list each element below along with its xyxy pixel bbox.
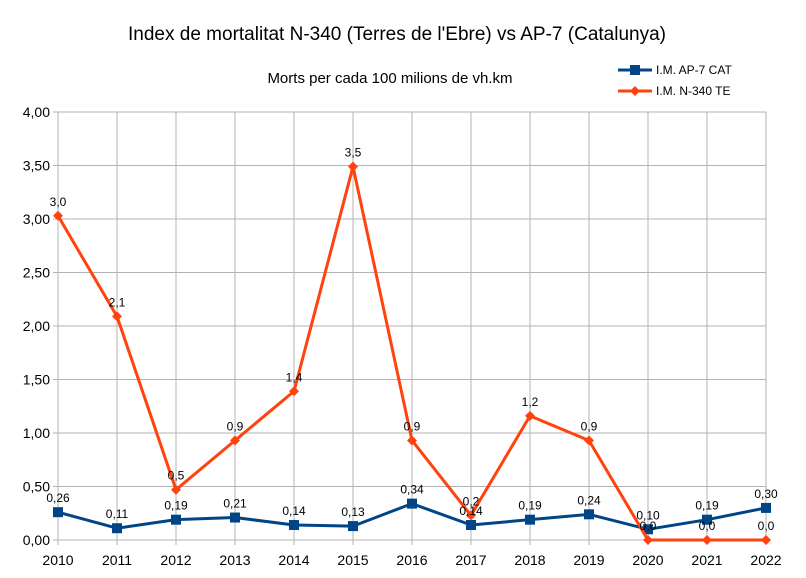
x-axis-ticks: 2010 2011 2012 2013 2014 2015 2016 2017 2018 2019… xyxy=(42,540,782,568)
y-tick-label: 1,00 xyxy=(23,425,50,441)
series-group xyxy=(53,161,771,545)
data-label-ap7: 0,14 xyxy=(282,504,306,518)
legend: I.M. AP-7 CAT I.M. N-340 TE xyxy=(618,63,732,98)
data-labels: 0,26 0,11 0,19 0,21 0,14 0,13 0,34 0,14 0,19 0,24… xyxy=(46,146,778,533)
chart-subtitle: Morts per cada 100 milions de vh.km xyxy=(267,70,512,87)
data-label-n340: 2,1 xyxy=(109,295,126,309)
data-label-n340: 0,2 xyxy=(463,494,480,508)
data-point-ap7 xyxy=(466,520,476,531)
data-point-n340 xyxy=(761,535,771,545)
data-label-n340: 3,5 xyxy=(345,146,362,160)
legend-marker-ap7 xyxy=(630,65,640,75)
data-point-n340 xyxy=(525,410,535,421)
x-tick-label: 2020 xyxy=(632,552,663,568)
data-label-ap7: 0,19 xyxy=(164,499,188,513)
data-label-ap7: 0,34 xyxy=(400,483,424,497)
data-label-ap7: 0,19 xyxy=(695,499,719,513)
data-label-n340: 0,5 xyxy=(168,469,185,483)
data-label-n340: 0,0 xyxy=(758,519,775,533)
data-label-n340: 1,2 xyxy=(522,395,539,409)
data-point-n340 xyxy=(171,484,181,495)
x-tick-label: 2021 xyxy=(691,552,722,568)
x-tick-label: 2012 xyxy=(160,552,191,568)
data-point-ap7 xyxy=(643,524,653,535)
x-tick-label: 2022 xyxy=(750,552,781,568)
x-tick-label: 2016 xyxy=(396,552,427,568)
data-point-ap7 xyxy=(702,514,712,525)
data-label-n340: 0,0 xyxy=(640,519,657,533)
data-label-n340: 0,9 xyxy=(404,419,421,433)
data-point-n340 xyxy=(407,435,417,446)
data-point-ap7 xyxy=(584,509,594,520)
data-point-ap7 xyxy=(289,520,299,531)
y-tick-label: 4,00 xyxy=(23,104,50,120)
y-tick-label: 1,50 xyxy=(23,372,50,388)
y-axis-ticks: 0,00 0,50 1,00 1,50 2,00 2,50 3,00 3,50 4,00 xyxy=(23,104,58,548)
data-point-ap7 xyxy=(53,507,63,518)
y-tick-label: 0,00 xyxy=(23,532,50,548)
x-tick-label: 2010 xyxy=(42,552,73,568)
data-label-ap7: 0,21 xyxy=(223,497,247,511)
data-point-ap7 xyxy=(171,514,181,525)
data-point-n340 xyxy=(230,435,240,446)
data-label-n340: 0,9 xyxy=(227,419,244,433)
data-point-n340 xyxy=(702,535,712,545)
data-point-ap7 xyxy=(348,521,358,532)
x-tick-label: 2019 xyxy=(573,552,604,568)
x-tick-label: 2018 xyxy=(514,552,545,568)
x-tick-label: 2013 xyxy=(219,552,250,568)
data-point-n340 xyxy=(289,386,299,397)
data-label-ap7: 0,19 xyxy=(518,499,542,513)
data-label-n340: 1,4 xyxy=(286,370,303,384)
grid xyxy=(57,111,767,541)
data-point-n340 xyxy=(348,161,358,172)
data-label-ap7: 0,13 xyxy=(341,505,365,519)
data-label-n340: 0,9 xyxy=(581,419,598,433)
data-point-ap7 xyxy=(230,512,240,523)
y-tick-label: 2,00 xyxy=(23,318,50,334)
y-tick-label: 3,00 xyxy=(23,211,50,227)
legend-marker-n340 xyxy=(630,86,640,96)
data-label-n340: 3,0 xyxy=(50,195,67,209)
data-label-ap7: 0,11 xyxy=(106,507,129,521)
y-tick-label: 2,50 xyxy=(23,265,50,281)
y-tick-label: 3,50 xyxy=(23,158,50,174)
chart-title: Index de mortalitat N-340 (Terres de l'E… xyxy=(128,24,666,45)
data-label-ap7: 0,14 xyxy=(459,504,483,518)
legend-label-n340: I.M. N-340 TE xyxy=(656,84,730,98)
data-point-n340 xyxy=(466,510,476,521)
data-label-ap7: 0,24 xyxy=(577,493,601,507)
data-point-n340 xyxy=(584,435,594,446)
data-point-n340 xyxy=(112,311,122,322)
y-tick-label: 0,50 xyxy=(23,479,50,495)
data-point-n340 xyxy=(643,535,653,545)
data-point-ap7 xyxy=(112,523,122,534)
data-label-ap7: 0,26 xyxy=(46,491,70,505)
x-tick-label: 2017 xyxy=(455,552,486,568)
x-tick-label: 2015 xyxy=(337,552,368,568)
data-label-ap7: 0,30 xyxy=(754,487,778,501)
x-tick-label: 2014 xyxy=(278,552,309,568)
legend-label-ap7: I.M. AP-7 CAT xyxy=(656,63,732,77)
data-label-n340: 0,0 xyxy=(699,519,716,533)
x-tick-label: 2011 xyxy=(102,552,132,568)
data-point-ap7 xyxy=(525,514,535,525)
data-point-ap7 xyxy=(407,498,417,509)
data-label-ap7: 0,10 xyxy=(636,508,660,522)
data-point-ap7 xyxy=(761,502,771,513)
data-point-n340 xyxy=(53,210,63,221)
